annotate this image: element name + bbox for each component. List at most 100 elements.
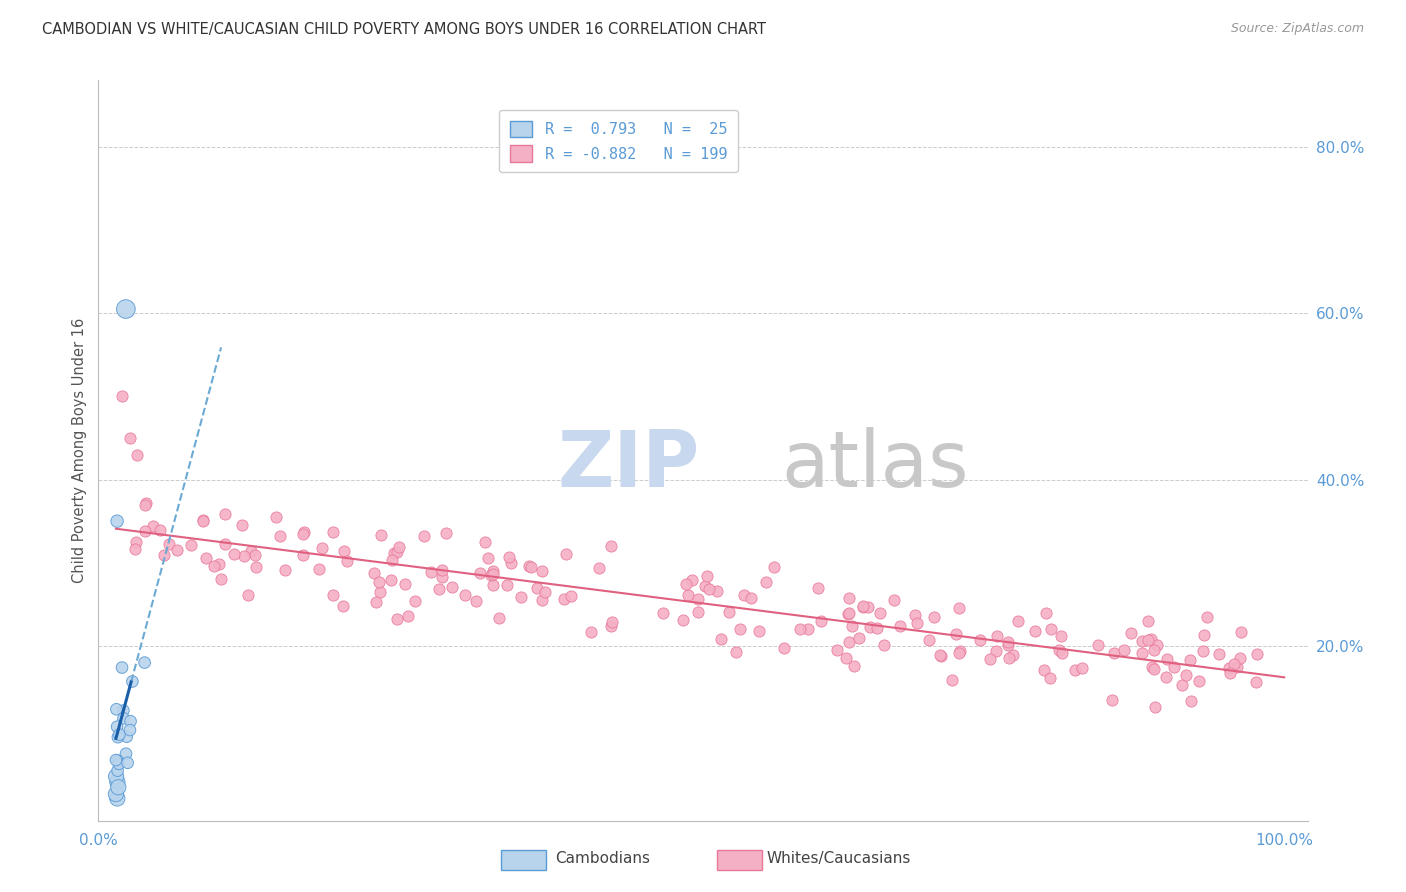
Point: [922, 610, 945, 624]
Point: [332, 544, 354, 558]
Point: [107, 780, 129, 795]
Point: [730, 623, 752, 637]
Point: [1104, 646, 1126, 660]
Point: [789, 622, 811, 636]
Point: [851, 599, 873, 614]
Point: [419, 565, 441, 579]
Point: [889, 619, 911, 633]
Point: [1192, 628, 1215, 642]
Point: [214, 537, 236, 551]
Point: [125, 448, 148, 462]
Text: ZIP: ZIP: [558, 427, 700, 503]
Point: [672, 613, 695, 627]
Point: [810, 615, 832, 629]
Point: [107, 764, 129, 778]
Point: [488, 611, 510, 625]
Point: [1143, 642, 1166, 657]
Point: [134, 524, 156, 538]
Point: [153, 549, 176, 563]
Point: [149, 524, 172, 538]
Point: [869, 606, 891, 620]
Point: [240, 544, 263, 558]
Point: [1230, 625, 1253, 640]
Point: [600, 615, 623, 630]
Point: [238, 588, 260, 602]
Point: [107, 730, 129, 744]
Point: [135, 496, 157, 510]
Point: [382, 546, 405, 560]
Point: [948, 600, 970, 615]
Point: [1191, 643, 1213, 657]
Point: [233, 549, 256, 563]
Point: [675, 577, 697, 591]
Point: [949, 644, 972, 658]
Point: [986, 628, 1008, 642]
Point: [1047, 643, 1070, 657]
Point: [681, 573, 703, 587]
Point: [509, 590, 531, 604]
Point: [841, 619, 863, 633]
Point: [1244, 674, 1267, 689]
Point: [838, 634, 860, 648]
Point: [474, 535, 496, 549]
Point: [479, 568, 502, 582]
Point: [264, 510, 287, 524]
Point: [292, 525, 315, 540]
Point: [157, 537, 180, 551]
Point: [111, 389, 134, 403]
Point: [430, 570, 453, 584]
Point: [224, 547, 246, 561]
Point: [1130, 646, 1153, 660]
Point: [115, 747, 138, 761]
Point: [322, 524, 344, 539]
Point: [1180, 694, 1202, 708]
Point: [998, 651, 1021, 665]
Point: [465, 594, 488, 608]
Point: [231, 518, 253, 533]
Point: [115, 301, 138, 316]
Point: [526, 581, 548, 595]
Point: [517, 558, 540, 573]
Point: [381, 553, 404, 567]
Point: [1154, 670, 1177, 684]
Point: [1171, 678, 1194, 692]
Point: [1188, 673, 1211, 688]
Point: [905, 616, 928, 631]
Point: [1226, 660, 1249, 674]
Point: [394, 577, 416, 591]
Point: [797, 622, 820, 636]
Point: [440, 580, 463, 594]
Point: [134, 656, 156, 670]
Point: [336, 553, 359, 567]
Point: [366, 595, 388, 609]
Point: [311, 541, 333, 555]
Point: [482, 564, 505, 578]
Point: [740, 591, 762, 605]
Point: [1142, 660, 1164, 674]
Point: [105, 769, 128, 783]
Point: [838, 606, 860, 620]
Point: [599, 619, 621, 633]
Point: [883, 592, 905, 607]
Point: [208, 557, 231, 571]
Point: [1229, 650, 1251, 665]
Point: [454, 588, 477, 602]
Point: [121, 674, 143, 689]
Point: [396, 609, 419, 624]
Point: [107, 754, 129, 768]
Point: [105, 702, 128, 716]
Point: [124, 541, 146, 556]
Point: [134, 498, 156, 512]
Point: [142, 519, 165, 533]
Point: [748, 624, 770, 638]
Point: [1035, 606, 1057, 620]
Point: [873, 638, 896, 652]
Point: [1033, 663, 1056, 677]
Point: [477, 551, 499, 566]
Point: [929, 649, 952, 664]
Point: [918, 632, 941, 647]
Text: 100.0%: 100.0%: [1256, 833, 1313, 848]
Text: CAMBODIAN VS WHITE/CAUCASIAN CHILD POVERTY AMONG BOYS UNDER 16 CORRELATION CHART: CAMBODIAN VS WHITE/CAUCASIAN CHILD POVER…: [42, 22, 766, 37]
Point: [180, 538, 202, 552]
Point: [904, 608, 927, 623]
